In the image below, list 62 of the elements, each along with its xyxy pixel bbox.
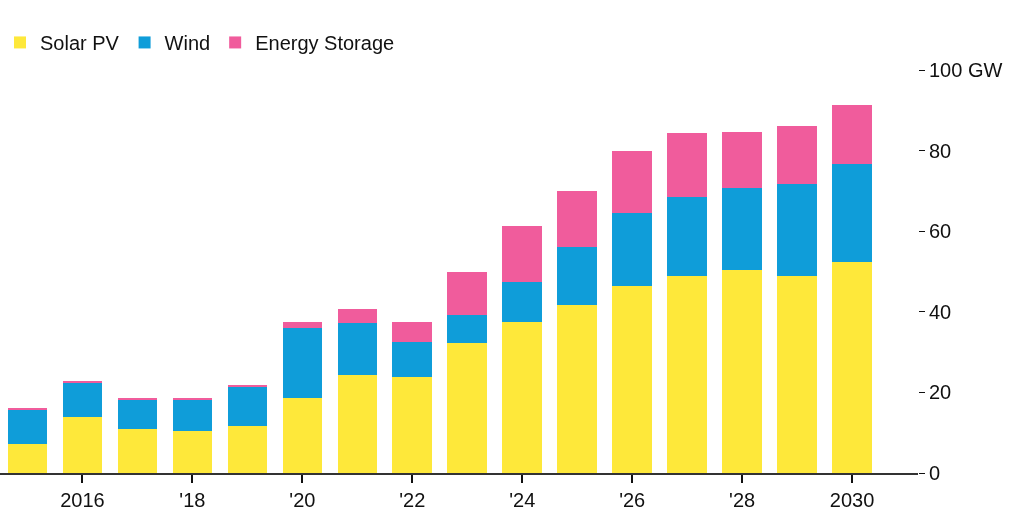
bar — [392, 377, 433, 473]
bar — [62, 416, 103, 473]
bar — [557, 304, 597, 473]
bar — [612, 213, 652, 287]
legend-label: Wind — [164, 32, 211, 55]
bar — [117, 429, 158, 473]
bar — [282, 397, 323, 473]
legend-label: Energy Storage — [255, 32, 395, 55]
bar — [7, 443, 48, 473]
bar — [447, 314, 488, 343]
y-tick-label: 80 — [929, 139, 952, 162]
bar — [172, 398, 213, 401]
bar — [447, 342, 488, 473]
bar — [502, 281, 542, 322]
bar — [117, 400, 158, 430]
bar — [502, 321, 542, 473]
bar — [832, 104, 872, 164]
bar — [282, 321, 323, 328]
bar — [392, 342, 433, 378]
bar — [612, 286, 652, 473]
bar — [337, 322, 378, 376]
x-tick-label: 2016 — [60, 489, 105, 511]
bar — [227, 386, 268, 427]
bar — [777, 183, 817, 277]
bar — [832, 163, 872, 262]
bar — [337, 375, 378, 473]
bar — [722, 270, 762, 473]
x-tick-label: '18 — [179, 489, 206, 511]
bar — [722, 188, 762, 271]
bar — [557, 246, 597, 305]
x-tick-label: '22 — [399, 489, 426, 511]
legend-label: Solar PV — [40, 32, 120, 55]
bar — [172, 431, 213, 473]
bar — [447, 272, 488, 315]
bar — [832, 261, 872, 473]
y-tick-label: 40 — [929, 300, 952, 323]
bar — [7, 409, 48, 444]
bar — [612, 151, 652, 214]
bar — [777, 276, 817, 473]
bar — [722, 132, 762, 189]
y-tick-label: 0 — [929, 462, 941, 484]
y-tick-label: 60 — [929, 220, 952, 243]
bar — [557, 191, 597, 247]
y-tick-label: 20 — [929, 381, 952, 404]
bar — [667, 133, 707, 197]
bar — [502, 225, 542, 282]
bar — [337, 308, 378, 323]
bar — [392, 321, 433, 343]
bar — [62, 382, 103, 417]
bar — [227, 426, 268, 473]
x-tick-label: 2030 — [829, 489, 875, 511]
bar — [117, 398, 158, 401]
y-tick-label: 100 GW — [929, 59, 1003, 81]
bar — [667, 196, 707, 277]
x-tick-label: '24 — [509, 489, 536, 511]
x-tick-label: '28 — [729, 489, 756, 511]
bar — [667, 276, 707, 473]
bar — [172, 400, 213, 432]
x-tick-label: '26 — [619, 489, 646, 511]
x-tick-label: '20 — [289, 489, 316, 511]
bar — [777, 126, 817, 184]
bar — [282, 327, 323, 398]
